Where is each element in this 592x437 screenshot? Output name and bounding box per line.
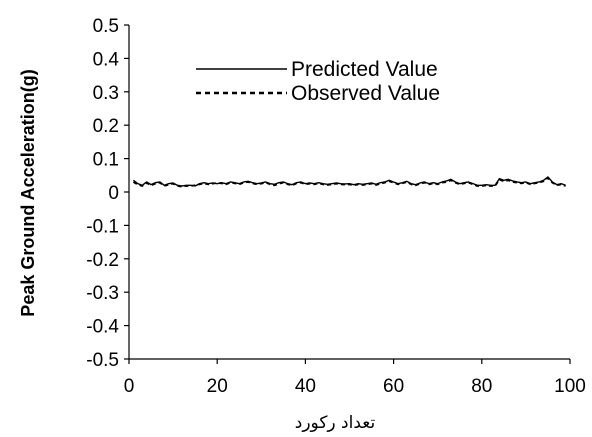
series-line-observed xyxy=(132,177,566,188)
x-tick-label: 0 xyxy=(124,376,135,397)
x-tick-label: 100 xyxy=(554,376,586,397)
y-tick-label: 0 xyxy=(108,183,119,204)
y-tick-label: 0.3 xyxy=(93,83,119,104)
y-tick-label: -0.4 xyxy=(86,317,119,338)
x-axis-ticks: 0 20 40 60 80 100 xyxy=(124,359,586,397)
legend-label-predicted: Predicted Value xyxy=(291,58,438,81)
y-tick-label: 0.5 xyxy=(93,16,119,37)
x-tick-label: 60 xyxy=(383,376,404,397)
y-tick-label: -0.5 xyxy=(86,350,119,371)
x-tick-label: 80 xyxy=(471,376,492,397)
y-tick-label: -0.1 xyxy=(86,216,119,237)
series-layer xyxy=(132,176,566,188)
legend-label-observed: Observed Value xyxy=(291,82,440,105)
x-axis-title: تعداد رکورد xyxy=(295,413,376,433)
y-tick-label: -0.2 xyxy=(86,250,119,271)
y-tick-label: 0.2 xyxy=(93,116,119,137)
y-axis-ticks: 0.5 0.4 0.3 0.2 0.1 0 -0.1 -0.2 -0.3 -0.4 -0.5 xyxy=(86,16,129,371)
x-tick-label: 40 xyxy=(295,376,316,397)
legend: Predicted Value Observed Value xyxy=(196,58,440,105)
y-tick-label: -0.3 xyxy=(86,283,119,304)
y-axis-title: Peak Ground Acceleration(g) xyxy=(18,69,38,316)
y-tick-label: 0.4 xyxy=(93,49,120,70)
x-tick-label: 20 xyxy=(207,376,228,397)
y-tick-label: 0.1 xyxy=(93,150,119,171)
